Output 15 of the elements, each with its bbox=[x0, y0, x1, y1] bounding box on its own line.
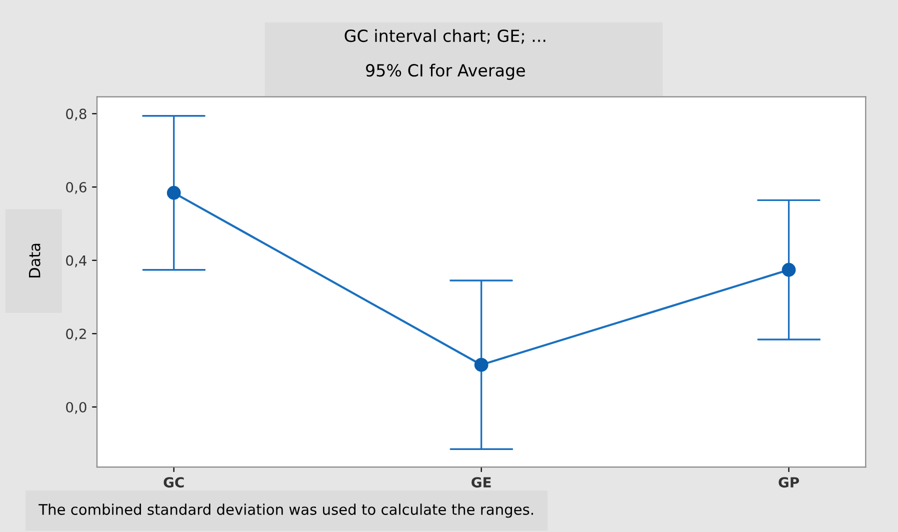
text: The combined standard deviation was used to calculate the ranges. bbox=[38, 504, 533, 518]
point bbox=[166, 186, 181, 200]
y-tick-label: 0,2 bbox=[66, 328, 86, 341]
y-axis-title: Data bbox=[28, 244, 40, 278]
y-tick-label: 0,8 bbox=[66, 108, 86, 121]
x-tick-label: GP bbox=[778, 477, 800, 488]
y-tick-label: 0,4 bbox=[66, 255, 86, 268]
x-tick-label: GC bbox=[164, 477, 184, 488]
point bbox=[474, 358, 488, 372]
y-tick-label: 0,0 bbox=[66, 402, 86, 414]
x-tick-label: GE bbox=[472, 477, 491, 488]
y-tick-label: 0,6 bbox=[66, 182, 86, 194]
point bbox=[782, 262, 796, 277]
chart-subtitle: 95% CI for Average bbox=[366, 64, 525, 80]
chart-title: GC interval chart; GE; ... bbox=[344, 29, 546, 44]
